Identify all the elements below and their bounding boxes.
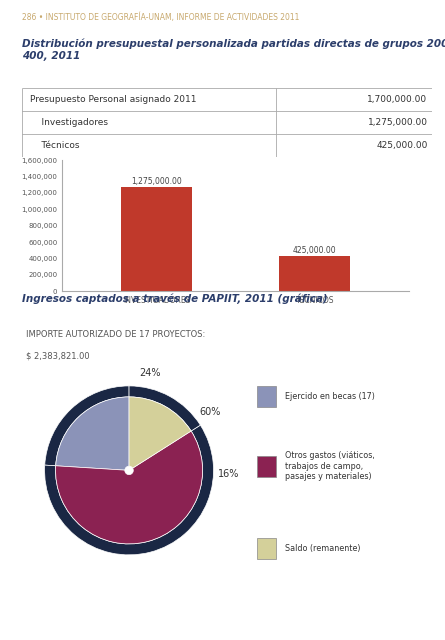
Text: IMPORTE AUTORIZADO DE 17 PROYECTOS:: IMPORTE AUTORIZADO DE 17 PROYECTOS: (26, 330, 205, 339)
Text: Otros gastos (viáticos,
trabajos de campo,
pasajes y materiales): Otros gastos (viáticos, trabajos de camp… (285, 451, 375, 481)
Text: Técnicos: Técnicos (30, 141, 80, 150)
Text: 60%: 60% (199, 407, 220, 417)
Wedge shape (45, 386, 129, 466)
FancyBboxPatch shape (257, 456, 276, 477)
FancyBboxPatch shape (257, 386, 276, 407)
Text: Investigadores: Investigadores (30, 118, 109, 127)
Text: 1,275,000.00: 1,275,000.00 (132, 177, 182, 186)
Wedge shape (44, 425, 214, 555)
Text: Presupuesto Personal asignado 2011: Presupuesto Personal asignado 2011 (30, 95, 197, 104)
Text: 286 • INSTITUTO DE GEOGRAFÍA-UNAM, INFORME DE ACTIVIDADES 2011: 286 • INSTITUTO DE GEOGRAFÍA-UNAM, INFOR… (22, 13, 299, 22)
Text: Ejercido en becas (17): Ejercido en becas (17) (285, 392, 375, 401)
Text: $ 2,383,821.00: $ 2,383,821.00 (26, 351, 89, 360)
Text: 425,000.00: 425,000.00 (293, 246, 336, 255)
Bar (121, 187, 193, 291)
Text: Ingresos captados a través de PAPIIT, 2011 (gráfica): Ingresos captados a través de PAPIIT, 20… (22, 293, 328, 303)
Wedge shape (56, 431, 202, 544)
Text: Saldo (remanente): Saldo (remanente) (285, 544, 361, 553)
Text: 1,275,000.00: 1,275,000.00 (368, 118, 428, 127)
Wedge shape (56, 397, 129, 470)
Bar (279, 257, 350, 291)
Text: 24%: 24% (139, 368, 161, 378)
Text: 425,000.00: 425,000.00 (376, 141, 428, 150)
FancyBboxPatch shape (257, 538, 276, 559)
Wedge shape (129, 386, 200, 431)
Text: Distribución presupuestal personalizada partidas directas de grupos 200 y
400, 2: Distribución presupuestal personalizada … (22, 38, 445, 61)
Text: 1,700,000.00: 1,700,000.00 (368, 95, 428, 104)
Wedge shape (129, 397, 191, 468)
Text: 16%: 16% (218, 469, 239, 479)
